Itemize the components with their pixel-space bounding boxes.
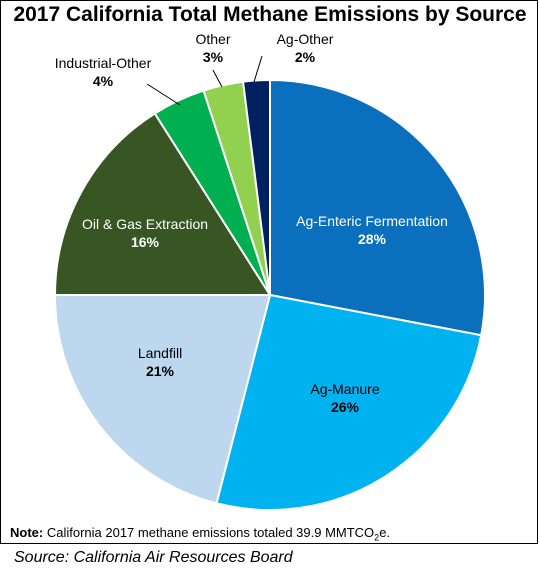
slice-value-oil-gas-extraction: 16% [131,234,160,250]
slice-value-landfill: 21% [146,363,175,379]
slice-value-other: 3% [203,49,224,65]
leader-line-industrial-other [146,83,181,106]
slice-value-ag-other: 2% [295,49,316,65]
slice-label-other: Other [195,31,230,47]
leader-line-ag-other [253,55,263,83]
pie-slice-ag-enteric-fermentation [269,78,486,337]
chart-source: Source: California Air Resources Board [14,549,293,566]
note-subscript: 2 [374,532,380,543]
chart-title: 2017 California Total Methane Emissions … [13,3,527,26]
pie-slice-oil-gas-extraction [53,112,272,296]
slice-label-landfill: Landfill [138,345,182,361]
pie-slice-ag-manure [215,293,483,511]
chart-note: Note: California 2017 methane emissions … [10,525,390,543]
note-text: California 2017 methane emissions totale… [46,525,375,540]
slice-label-ag-manure: Ag-Manure [310,381,379,397]
note-label: Note: [10,525,44,540]
pie-slice-ag-other [241,78,271,296]
note-suffix: e. [379,525,391,540]
slice-label-ag-enteric-fermentation: Ag-Enteric Fermentation [296,213,448,229]
chart-frame [0,0,538,544]
slice-label-oil-gas-extraction: Oil & Gas Extraction [82,216,208,232]
pie-slice-landfill [53,294,272,505]
leader-line-other [212,69,223,88]
slice-value-industrial-other: 4% [93,73,114,89]
slice-value-ag-manure: 26% [331,399,360,415]
slice-label-ag-other: Ag-Other [277,31,334,47]
slice-label-industrial-other: Industrial-Other [55,55,152,71]
slice-value-ag-enteric-fermentation: 28% [358,231,387,247]
